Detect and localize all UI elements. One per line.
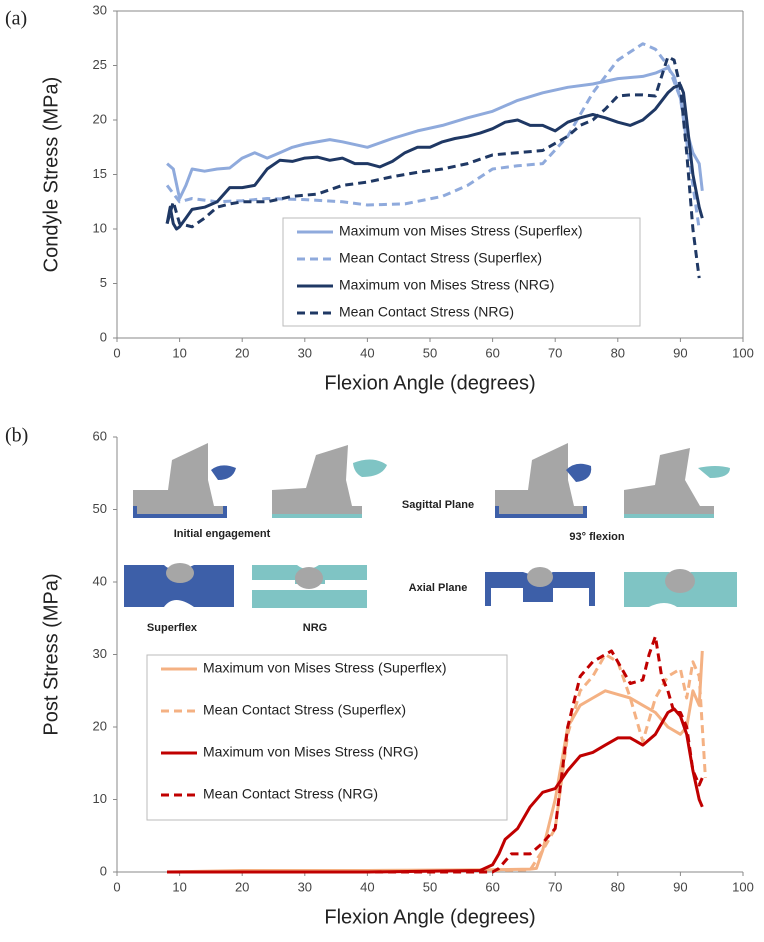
post-axial [295, 567, 323, 589]
x-tick-label: 90 [673, 345, 687, 360]
x-tick-label: 20 [235, 345, 249, 360]
post-axial [665, 569, 695, 593]
x-tick-label: 70 [548, 879, 562, 894]
insert-axial [252, 565, 367, 608]
x-tick-label: 100 [732, 345, 754, 360]
legend-label: Maximum von Mises Stress (NRG) [339, 277, 554, 293]
x-tick-label: 10 [172, 879, 186, 894]
y-tick-label: 15 [93, 166, 107, 181]
x-tick-label: 80 [611, 345, 625, 360]
post-sagittal [353, 459, 387, 477]
x-axis-title: Flexion Angle (degrees) [324, 906, 535, 928]
y-tick-label: 0 [100, 863, 107, 878]
legend-label: Mean Contact Stress (Superflex) [203, 702, 406, 718]
legend-box [146, 654, 508, 821]
x-tick-label: 90 [673, 879, 687, 894]
annotation: NRG [303, 622, 327, 634]
post-axial [527, 567, 553, 587]
legend-label: Mean Contact Stress (Superflex) [339, 250, 542, 266]
series-line [165, 55, 701, 279]
y-tick-label: 20 [93, 718, 107, 733]
y-axis-title: Condyle Stress (MPa) [40, 77, 62, 273]
femur-sagittal [624, 448, 700, 506]
insert-axial [124, 565, 234, 607]
annotation: Superflex [147, 622, 198, 634]
annotation: 93° flexion [569, 531, 624, 543]
y-tick-label: 25 [93, 57, 107, 72]
y-tick-label: 20 [93, 111, 107, 126]
y-tick-label: 30 [93, 646, 107, 661]
y-tick-label: 30 [93, 2, 107, 17]
post-axial [166, 563, 194, 583]
y-tick-label: 5 [100, 275, 107, 290]
x-tick-label: 0 [113, 345, 120, 360]
annotation: Axial Plane [409, 582, 468, 594]
legend-box [282, 217, 641, 327]
legend-label: Maximum von Mises Stress (Superflex) [339, 223, 583, 239]
y-tick-label: 0 [100, 329, 107, 344]
x-tick-label: 70 [548, 345, 562, 360]
x-tick-label: 50 [423, 345, 437, 360]
y-tick-label: 50 [93, 501, 107, 516]
tray-sagittal [272, 514, 362, 518]
annotation: Sagittal Plane [402, 499, 474, 511]
post-sagittal [566, 463, 592, 482]
tray-sagittal [495, 506, 587, 518]
panel-label: (a) [5, 8, 27, 30]
series-line [165, 83, 704, 231]
x-tick-label: 40 [360, 345, 374, 360]
x-tick-label: 80 [611, 879, 625, 894]
y-tick-label: 60 [93, 428, 107, 443]
femur-sagittal [272, 445, 352, 506]
x-tick-label: 20 [235, 879, 249, 894]
annotation: Initial engagement [174, 528, 271, 540]
inset-illustrations [124, 443, 737, 608]
series-line [167, 653, 707, 874]
x-tick-label: 60 [485, 345, 499, 360]
x-tick-label: 60 [485, 879, 499, 894]
x-tick-label: 30 [298, 345, 312, 360]
y-tick-label: 40 [93, 573, 107, 588]
post-sagittal [698, 466, 730, 478]
y-tick-label: 10 [93, 220, 107, 235]
x-tick-label: 0 [113, 879, 120, 894]
femur-sagittal [495, 443, 574, 506]
post-sagittal [211, 465, 236, 480]
y-tick-label: 10 [93, 791, 107, 806]
x-tick-label: 100 [732, 879, 754, 894]
series-line [167, 634, 704, 874]
x-axis-title: Flexion Angle (degrees) [324, 372, 535, 394]
x-tick-label: 30 [298, 879, 312, 894]
x-tick-label: 10 [172, 345, 186, 360]
series-line [165, 42, 701, 230]
insert-axial [485, 572, 595, 606]
legend-label: Mean Contact Stress (NRG) [203, 786, 378, 802]
legend-label: Maximum von Mises Stress (NRG) [203, 744, 418, 760]
tray-sagittal [624, 514, 714, 518]
x-tick-label: 50 [423, 879, 437, 894]
series-line [166, 66, 704, 200]
tray-sagittal [133, 506, 227, 518]
x-tick-label: 40 [360, 879, 374, 894]
legend-label: Maximum von Mises Stress (Superflex) [203, 660, 447, 676]
femur-sagittal [133, 443, 214, 506]
legend-label: Mean Contact Stress (NRG) [339, 304, 514, 320]
panel-label: (b) [5, 425, 28, 447]
y-axis-title: Post Stress (MPa) [40, 573, 62, 735]
series-line [167, 707, 704, 874]
